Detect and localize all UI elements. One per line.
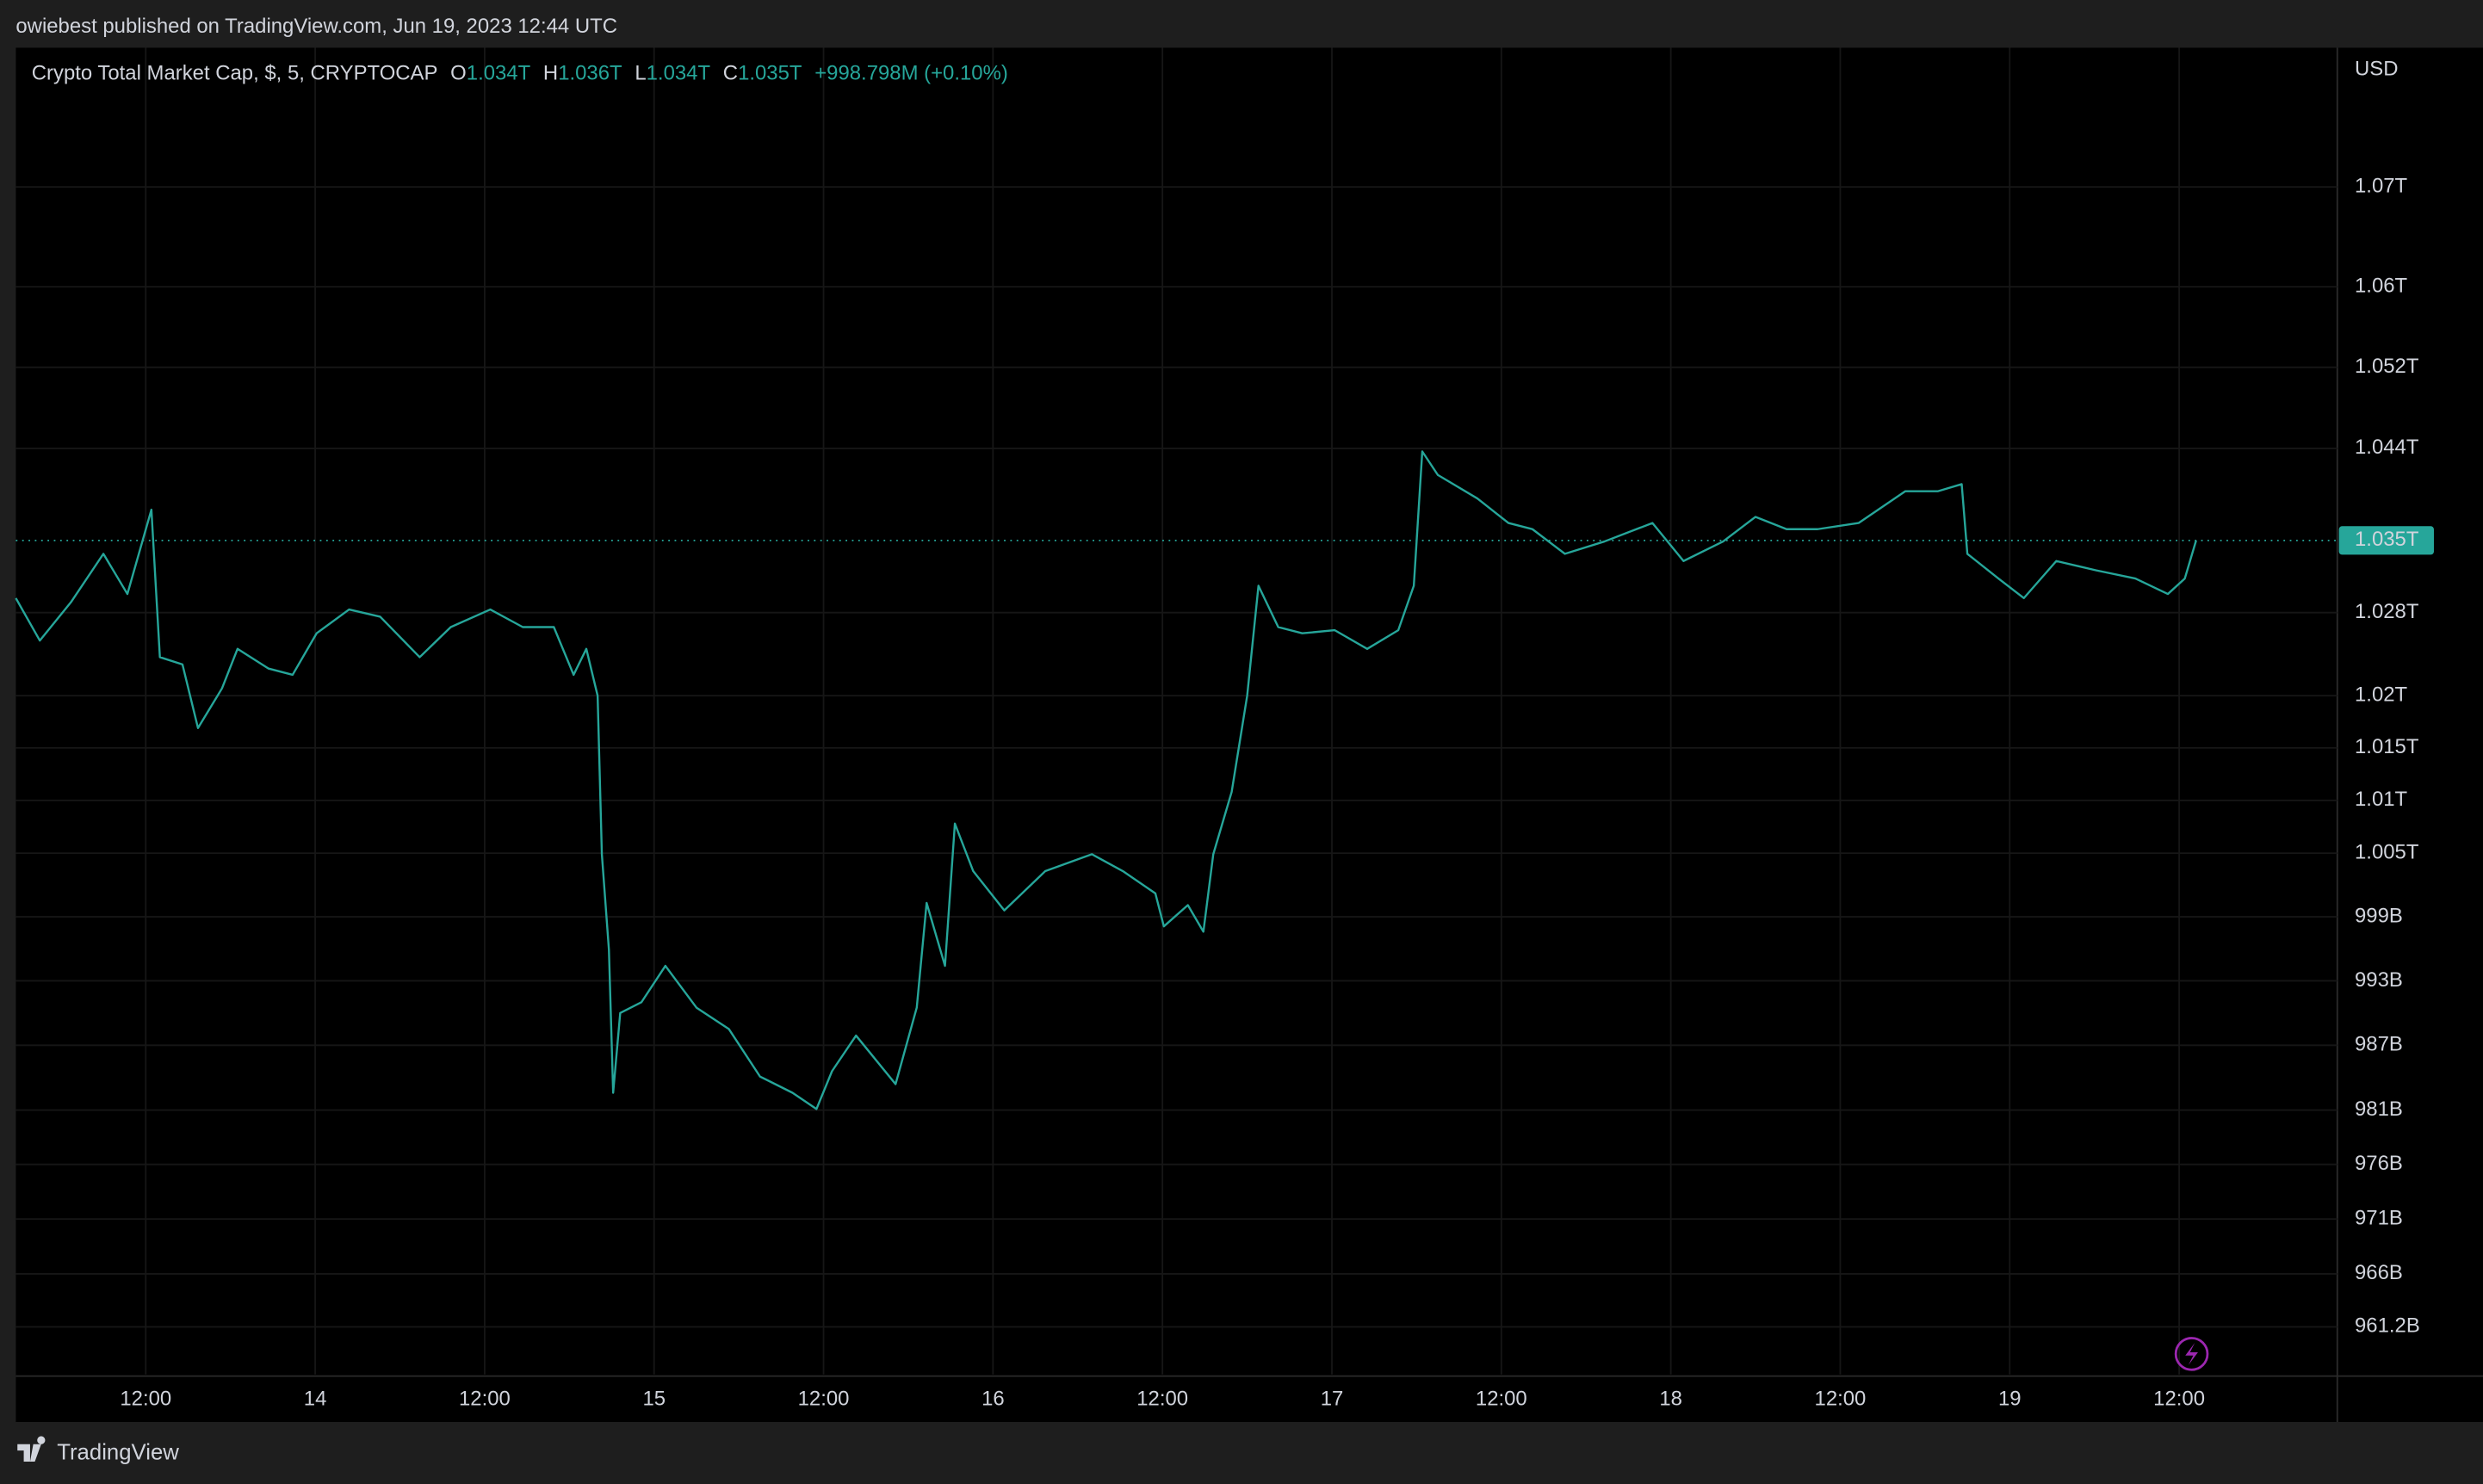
y-tick-label: 976B xyxy=(2355,1152,2403,1175)
y-tick-label: 993B xyxy=(2355,968,2403,992)
last-price-label: 1.035T xyxy=(2355,528,2419,551)
x-tick-label: 12:00 xyxy=(1476,1388,1527,1411)
y-tick-label: 981B xyxy=(2355,1098,2403,1121)
y-tick-label: 1.01T xyxy=(2355,788,2408,811)
y-tick-label: 961.2B xyxy=(2355,1314,2420,1338)
y-tick-label: 971B xyxy=(2355,1206,2403,1229)
plot xyxy=(15,450,2337,1110)
legend-key: L xyxy=(635,62,646,85)
y-tick-label: 966B xyxy=(2355,1261,2403,1284)
currency: USD xyxy=(2355,58,2398,81)
legend-value: 1.036T xyxy=(558,62,622,85)
y-tick-label: 1.06T xyxy=(2355,274,2408,297)
logo-mark xyxy=(17,1436,46,1462)
legend-key: C xyxy=(723,62,738,85)
y-tick-label: 1.07T xyxy=(2355,174,2408,197)
legend-value: 1.035T xyxy=(738,62,802,85)
legend-value: 1.034T xyxy=(647,62,711,85)
grid xyxy=(15,47,2337,1375)
x-tick-label: 12:00 xyxy=(798,1388,850,1411)
y-tick-label: 1.044T xyxy=(2355,436,2419,459)
x-tick-label: 18 xyxy=(1659,1388,1682,1411)
brand-logo xyxy=(17,1436,46,1462)
axes: 1.07T 1.06T 1.052T 1.044T 1.028T 1.02T 1.015T 1… xyxy=(120,174,2434,1411)
legend-key: O xyxy=(450,62,467,85)
legend-value: 1.034T xyxy=(467,62,531,85)
alert-icon[interactable] xyxy=(2174,1337,2209,1371)
legend: Crypto Total Market Cap, $, 5, CRYPTOCAP… xyxy=(32,62,1008,85)
x-tick-label: 12:00 xyxy=(120,1388,171,1411)
byline: owiebest published on TradingView.com, J… xyxy=(15,15,617,38)
legend-key: H xyxy=(543,62,558,85)
brand: TradingView xyxy=(57,1441,179,1465)
x-tick-label: 12:00 xyxy=(2153,1388,2205,1411)
y-tick-label: 1.015T xyxy=(2355,735,2419,758)
x-tick-label: 19 xyxy=(1998,1388,2022,1411)
y-tick-label: 999B xyxy=(2355,904,2403,927)
y-tick-label: 1.052T xyxy=(2355,355,2419,378)
x-tick-label: 15 xyxy=(642,1388,666,1411)
price-line xyxy=(15,450,2197,1110)
x-tick-label: 12:00 xyxy=(1136,1388,1188,1411)
legend-change: +998.798M (+0.10%) xyxy=(814,62,1008,85)
y-tick-label: 1.028T xyxy=(2355,600,2419,623)
x-tick-label: 12:00 xyxy=(1815,1388,1867,1411)
y-tick-label: 1.02T xyxy=(2355,683,2408,706)
chart-pane xyxy=(15,47,2483,1422)
y-tick-label: 987B xyxy=(2355,1033,2403,1056)
x-tick-label: 17 xyxy=(1321,1388,1344,1411)
x-tick-label: 14 xyxy=(304,1388,327,1411)
legend-symbol: Crypto Total Market Cap, $, 5, CRYPTOCAP xyxy=(32,62,438,85)
y-tick-label: 1.005T xyxy=(2355,840,2419,863)
x-tick-label: 12:00 xyxy=(459,1388,511,1411)
x-tick-label: 16 xyxy=(981,1388,1005,1411)
last-price-badge xyxy=(2338,526,2434,555)
alert-bolt xyxy=(2185,1343,2198,1365)
